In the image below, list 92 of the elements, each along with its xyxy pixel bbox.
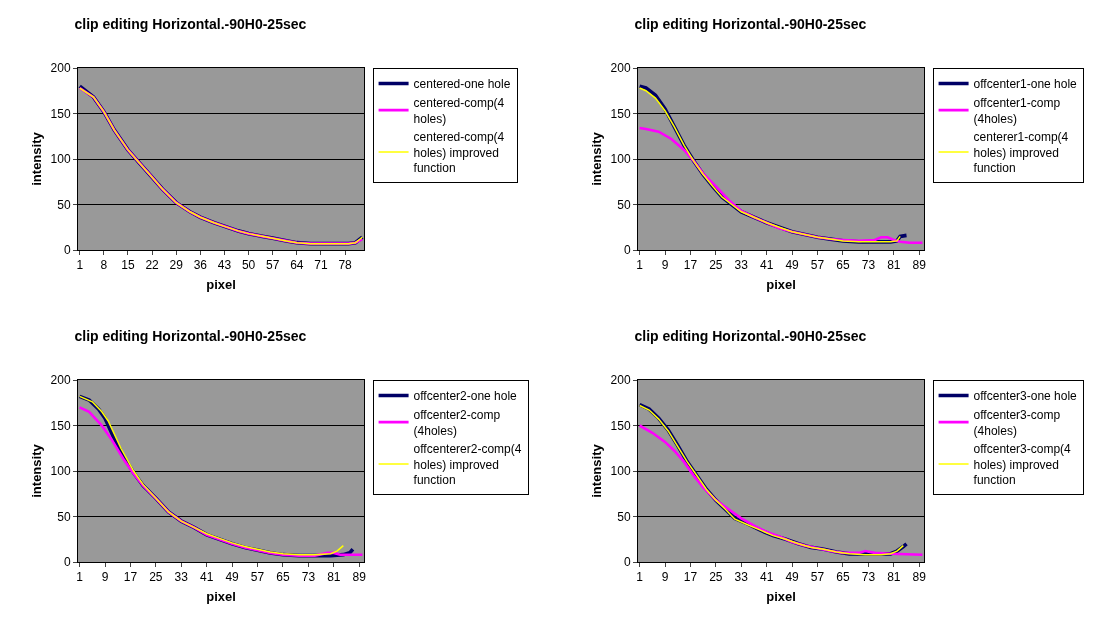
x-tick-label: 50 <box>241 258 256 273</box>
x-axis-title: pixel <box>206 589 236 604</box>
y-tick-label: 150 <box>50 106 71 121</box>
x-tick-label: 81 <box>887 570 901 585</box>
y-tick-label: 100 <box>610 464 631 479</box>
legend-label: offcenter2-one hole <box>413 389 518 404</box>
y-tick-label: 200 <box>610 373 631 388</box>
y-tick-label: 200 <box>50 373 71 388</box>
y-tick-label: 50 <box>617 197 631 212</box>
x-tick-label: 1 <box>76 258 84 273</box>
y-tick-label: 50 <box>57 509 71 524</box>
legend-label: centered-one hole <box>413 77 511 92</box>
x-tick-label: 57 <box>250 570 265 585</box>
x-tick-label: 1 <box>76 570 84 585</box>
x-tick-label: 1 <box>636 570 644 585</box>
y-axis-title: intensity <box>588 131 604 186</box>
x-tick-label: 17 <box>123 570 138 585</box>
legend-label: offcenter3-one hole <box>973 389 1078 404</box>
legend-label: offcenter1-one hole <box>973 77 1078 92</box>
x-tick-label: 1 <box>636 258 644 273</box>
chart-title: clip editing Horizontal.-90H0-25sec <box>634 327 867 344</box>
x-tick-label: 57 <box>810 570 825 585</box>
y-tick-label: 100 <box>610 152 631 167</box>
x-tick-label: 22 <box>145 258 160 273</box>
y-tick-label: 200 <box>610 61 631 76</box>
x-axis-title: pixel <box>766 277 796 292</box>
x-tick-label: 73 <box>861 570 876 585</box>
x-tick-label: 81 <box>887 258 901 273</box>
x-tick-label: 89 <box>912 570 927 585</box>
x-tick-label: 33 <box>734 258 749 273</box>
y-tick-label: 0 <box>63 243 71 258</box>
x-tick-label: 73 <box>301 570 316 585</box>
y-tick-label: 150 <box>610 418 631 433</box>
x-tick-label: 29 <box>169 258 184 273</box>
legend-label: centered-comp(4 holes) improved function <box>413 130 505 176</box>
y-axis-title: intensity <box>588 443 604 498</box>
x-tick-label: 49 <box>225 570 240 585</box>
x-tick-label: 81 <box>327 570 341 585</box>
x-tick-label: 41 <box>760 570 774 585</box>
y-tick-label: 50 <box>617 509 631 524</box>
chart-title: clip editing Horizontal.-90H0-25sec <box>74 15 307 32</box>
y-axis-title: intensity <box>28 443 44 498</box>
x-tick-label: 78 <box>338 258 353 273</box>
y-tick-label: 150 <box>610 106 631 121</box>
x-tick-label: 71 <box>314 258 328 273</box>
y-tick-label: 100 <box>50 152 71 167</box>
x-tick-label: 41 <box>760 258 774 273</box>
y-axis-title: intensity <box>28 131 44 186</box>
x-tick-label: 36 <box>193 258 208 273</box>
x-tick-label: 25 <box>709 570 723 585</box>
y-tick-label: 0 <box>623 555 631 570</box>
x-tick-label: 65 <box>836 570 850 585</box>
legend-label: centered-comp(4 holes) <box>413 95 505 126</box>
x-tick-label: 9 <box>101 570 109 585</box>
x-tick-label: 57 <box>266 258 280 273</box>
x-tick-label: 33 <box>174 570 189 585</box>
x-tick-label: 41 <box>200 570 214 585</box>
x-tick-label: 8 <box>100 258 108 273</box>
chart-title: clip editing Horizontal.-90H0-25sec <box>74 327 307 344</box>
x-tick-label: 89 <box>352 570 367 585</box>
x-tick-label: 9 <box>661 258 669 273</box>
y-tick-label: 0 <box>63 555 71 570</box>
x-tick-label: 17 <box>683 570 698 585</box>
x-tick-label: 43 <box>217 258 232 273</box>
legend-label: offcenterer2-comp(4 holes) improved function <box>413 442 522 488</box>
x-tick-label: 9 <box>661 570 669 585</box>
x-tick-label: 64 <box>290 258 304 273</box>
y-tick-label: 200 <box>50 61 71 76</box>
legend-label: offcenter3-comp (4holes) <box>973 407 1061 438</box>
y-tick-label: 50 <box>57 197 71 212</box>
x-tick-label: 73 <box>861 258 876 273</box>
legend-label: offcenter3-comp(4 holes) improved function <box>973 442 1072 488</box>
x-tick-label: 15 <box>121 258 135 273</box>
x-tick-label: 49 <box>785 258 800 273</box>
legend-label: centerer1-comp(4 holes) improved function <box>973 130 1069 176</box>
x-tick-label: 25 <box>709 258 723 273</box>
y-tick-label: 150 <box>50 418 71 433</box>
legend-label: offcenter2-comp (4holes) <box>413 407 501 438</box>
x-tick-label: 65 <box>276 570 290 585</box>
y-tick-label: 0 <box>623 243 631 258</box>
x-tick-label: 57 <box>810 258 825 273</box>
x-tick-label: 25 <box>149 570 163 585</box>
x-tick-label: 89 <box>912 258 927 273</box>
x-tick-label: 33 <box>734 570 749 585</box>
x-tick-label: 17 <box>683 258 698 273</box>
x-tick-label: 65 <box>836 258 850 273</box>
x-axis-title: pixel <box>206 277 236 292</box>
x-tick-label: 49 <box>785 570 800 585</box>
legend-label: offcenter1-comp (4holes) <box>973 95 1061 126</box>
x-axis-title: pixel <box>766 589 796 604</box>
chart-title: clip editing Horizontal.-90H0-25sec <box>634 15 867 32</box>
y-tick-label: 100 <box>50 464 71 479</box>
